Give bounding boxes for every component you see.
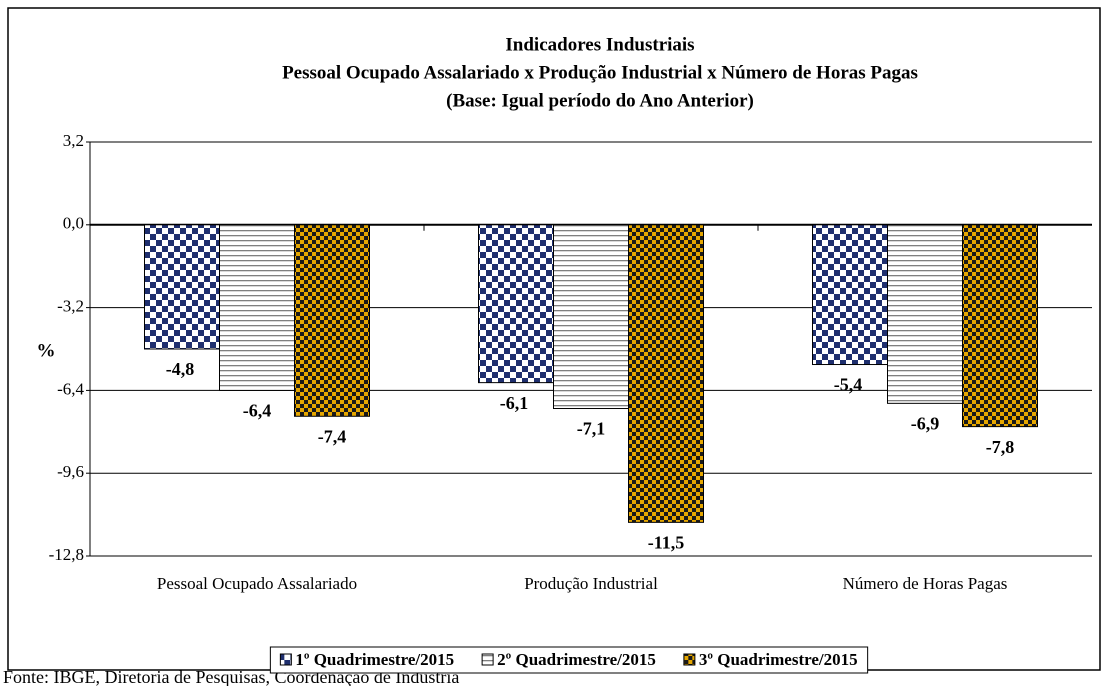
bar xyxy=(628,224,704,523)
value-label: -7,4 xyxy=(318,426,347,446)
value-label: -6,9 xyxy=(911,413,940,433)
value-label: -5,4 xyxy=(834,375,863,395)
y-tick-label: -9,6 xyxy=(57,462,84,481)
bar xyxy=(478,224,554,384)
bar xyxy=(294,224,370,417)
chart-subtitle: (Base: Igual período do Ano Anterior) xyxy=(446,90,754,111)
value-label: -7,1 xyxy=(577,419,606,439)
bar xyxy=(553,224,629,410)
value-label: -6,1 xyxy=(500,393,529,413)
chart-subtitle: Pessoal Ocupado Assalariado x Produção I… xyxy=(282,62,918,83)
value-label: -6,4 xyxy=(243,401,272,421)
x-tick-label: Pessoal Ocupado Assalariado xyxy=(157,574,357,593)
bar xyxy=(887,224,963,404)
x-tick-label: Número de Horas Pagas xyxy=(843,574,1008,593)
legend-label: 1º Quadrimestre/2015 xyxy=(295,650,454,669)
value-label: -11,5 xyxy=(648,532,685,552)
legend-swatch xyxy=(279,653,292,666)
value-label: -4,8 xyxy=(166,359,195,379)
legend: 1º Quadrimestre/2015 2º Quadrimestre/2015… xyxy=(269,646,869,674)
y-tick-label: 3,2 xyxy=(63,131,84,150)
y-tick-label: -12,8 xyxy=(49,545,84,564)
legend-box xyxy=(269,646,869,674)
chart-title: Indicadores Industriais xyxy=(505,34,694,55)
bar xyxy=(219,224,295,391)
y-tick-label: -6,4 xyxy=(57,379,84,398)
bar xyxy=(144,224,220,350)
legend-swatch xyxy=(481,653,494,666)
legend-label: 3º Quadrimestre/2015 xyxy=(699,650,858,669)
y-tick-label: 0,0 xyxy=(63,214,84,233)
bar xyxy=(812,224,888,366)
value-label: -7,8 xyxy=(986,437,1015,457)
y-axis-label: % xyxy=(37,340,56,361)
x-tick-label: Produção Industrial xyxy=(524,574,658,593)
y-tick-label: -3,2 xyxy=(57,297,84,316)
legend-label: 2º Quadrimestre/2015 xyxy=(497,650,656,669)
bar xyxy=(962,224,1038,428)
legend-swatch xyxy=(683,653,696,666)
